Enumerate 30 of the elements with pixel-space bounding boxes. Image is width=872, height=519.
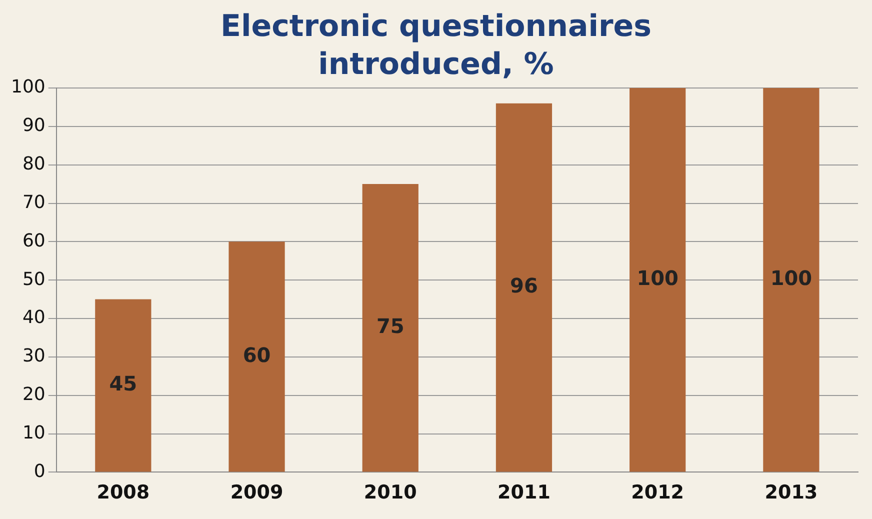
bar (362, 184, 418, 472)
y-tick-label: 10 (22, 422, 46, 444)
y-tick-label: 100 (10, 76, 46, 98)
bar (95, 299, 152, 472)
bar (763, 88, 820, 472)
x-tick-label: 2009 (230, 482, 284, 504)
y-tick-label: 50 (22, 268, 46, 290)
y-tick-label: 0 (34, 460, 46, 482)
x-tick-label: 2008 (96, 482, 150, 504)
bar (630, 88, 686, 472)
x-tick-label: 2013 (764, 482, 818, 504)
data-label: 96 (510, 274, 538, 298)
data-label: 60 (242, 342, 271, 367)
y-tick-label: 30 (22, 346, 46, 367)
y-tick-label: 40 (22, 307, 46, 328)
chart-title: Electronic questionnaires introduced, % (220, 9, 652, 82)
x-tick-label: 2010 (364, 482, 417, 504)
y-tick-label: 70 (22, 192, 46, 213)
y-tick-label: 20 (22, 384, 46, 406)
data-label: 100 (770, 266, 812, 290)
y-tick-label: 90 (22, 115, 46, 136)
y-tick-label: 60 (22, 230, 46, 252)
bar (496, 103, 552, 472)
x-tick-label: 2011 (498, 482, 550, 504)
data-label: 75 (376, 314, 404, 338)
data-label: 100 (636, 266, 678, 290)
y-tick-label: 80 (22, 154, 46, 175)
bar (228, 242, 285, 472)
x-tick-label: 2012 (631, 482, 684, 504)
data-label: 45 (109, 372, 138, 396)
